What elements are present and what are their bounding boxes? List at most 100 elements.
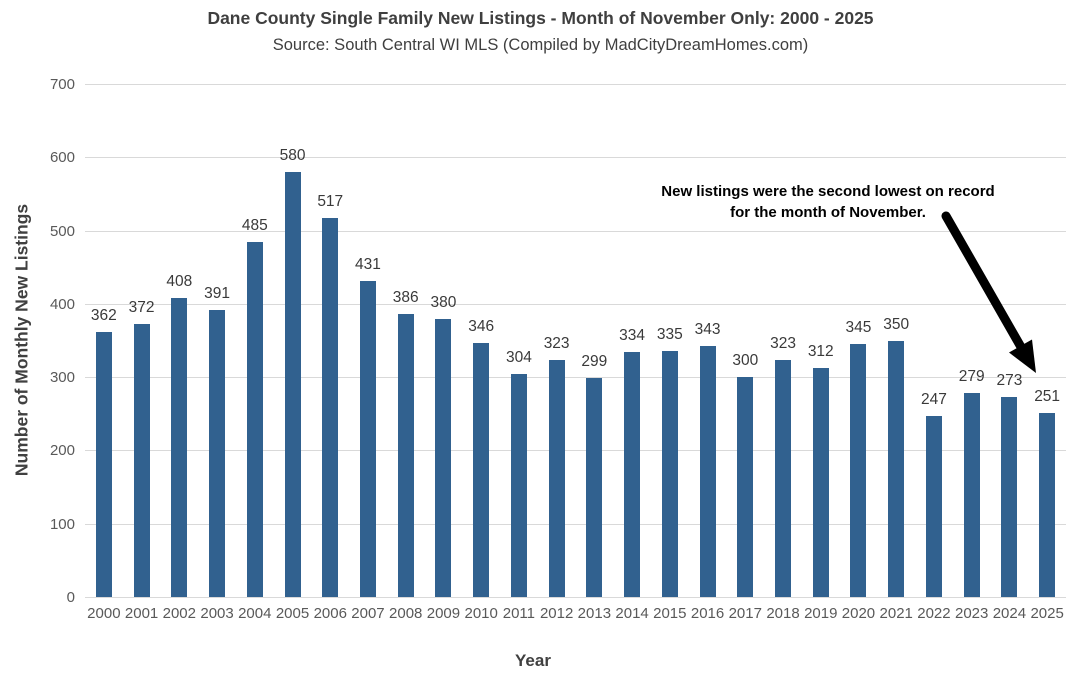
x-tick-2022: 2022 (917, 605, 951, 622)
chart-title: Dane County Single Family New Listings -… (207, 8, 874, 28)
bar-2012 (548, 360, 565, 597)
plot-area (85, 84, 1066, 598)
x-tick-2005: 2005 (275, 605, 310, 622)
data-label-2005: 580 (279, 146, 306, 164)
y-tick-700: 700 (49, 76, 75, 93)
bar-2007 (359, 281, 376, 597)
bar-2004 (246, 241, 263, 597)
data-label-2018: 323 (770, 335, 796, 353)
bar-2016 (699, 345, 716, 597)
gridline-200 (85, 450, 1066, 452)
data-label-2008: 386 (392, 289, 419, 307)
data-label-2007: 431 (355, 256, 381, 274)
x-tick-2000: 2000 (87, 605, 121, 622)
data-label-2001: 372 (128, 299, 155, 317)
x-tick-2015: 2015 (653, 605, 687, 622)
data-label-2023: 279 (958, 367, 985, 385)
x-tick-2001: 2001 (124, 605, 159, 622)
gridline-0 (85, 597, 1066, 598)
gridline-700 (85, 84, 1066, 85)
data-label-2012: 323 (543, 335, 570, 353)
x-tick-2002: 2002 (162, 605, 196, 622)
y-axis-title: Number of Monthly New Listings (11, 203, 32, 477)
gridline-100 (85, 523, 1066, 525)
data-label-2002: 408 (166, 272, 193, 290)
bar-2015 (661, 351, 678, 597)
gridline-600 (85, 157, 1066, 159)
data-label-2004: 485 (241, 216, 268, 234)
bar-2024 (1001, 396, 1018, 597)
x-tick-2006: 2006 (313, 605, 347, 622)
x-tick-2018: 2018 (766, 605, 800, 622)
data-label-2020: 345 (845, 319, 872, 337)
x-tick-2016: 2016 (690, 605, 725, 622)
chart-subtitle: Source: South Central WI MLS (Compiled b… (272, 36, 809, 54)
data-label-2025: 251 (1034, 388, 1061, 406)
bar-2000 (95, 331, 112, 597)
x-tick-2004: 2004 (238, 605, 272, 622)
x-tick-2023: 2023 (954, 605, 989, 622)
bar-2011 (510, 374, 527, 597)
gridline-300 (85, 377, 1066, 379)
data-label-2024: 273 (996, 371, 1023, 389)
y-tick-0: 0 (66, 589, 75, 606)
bar-2013 (586, 377, 603, 597)
y-tick-200: 200 (49, 442, 75, 460)
x-tick-2014: 2014 (615, 605, 649, 622)
bar-2022 (925, 415, 942, 597)
data-label-2017: 300 (732, 352, 759, 370)
x-tick-2020: 2020 (841, 605, 876, 622)
data-label-2010: 346 (468, 318, 495, 336)
gridline-400 (85, 303, 1066, 305)
data-label-2011: 304 (505, 349, 532, 367)
data-label-2013: 299 (581, 352, 608, 370)
y-tick-600: 600 (49, 149, 75, 167)
x-tick-2017: 2017 (728, 605, 762, 622)
bar-2008 (397, 314, 414, 597)
data-label-2019: 312 (807, 343, 834, 361)
data-label-2003: 391 (204, 285, 230, 303)
bar-2014 (624, 352, 641, 597)
x-axis-title: Year (515, 651, 551, 670)
bar-2009 (435, 318, 452, 597)
y-tick-500: 500 (49, 222, 75, 240)
x-tick-2011: 2011 (502, 605, 536, 622)
bar-2010 (473, 343, 490, 597)
annotation-line-2: for the month of November. (730, 204, 926, 221)
gridline-500 (85, 230, 1066, 232)
bar-2003 (209, 310, 226, 597)
bar-2002 (171, 297, 188, 597)
x-tick-2010: 2010 (464, 605, 498, 622)
data-label-2009: 380 (430, 293, 457, 311)
x-tick-2019: 2019 (804, 605, 838, 622)
bar-2001 (133, 324, 150, 597)
x-tick-2008: 2008 (389, 605, 423, 622)
bar-2021 (888, 340, 905, 597)
data-label-2021: 350 (883, 315, 910, 333)
x-tick-2012: 2012 (539, 605, 574, 622)
bar-2020 (850, 344, 867, 597)
data-label-2014: 334 (619, 327, 646, 345)
x-tick-2003: 2003 (200, 605, 234, 622)
bar-2005 (284, 171, 301, 597)
y-tick-400: 400 (49, 295, 75, 313)
annotation-text: New listings were the second lowest on r… (628, 181, 1028, 223)
bar-2017 (737, 377, 754, 597)
y-tick-100: 100 (49, 515, 75, 533)
x-tick-2007: 2007 (351, 605, 385, 622)
y-tick-300: 300 (49, 369, 75, 387)
x-tick-2009: 2009 (426, 605, 461, 622)
data-label-2015: 335 (656, 326, 683, 344)
x-tick-2021: 2021 (879, 605, 913, 622)
data-label-2016: 343 (694, 320, 721, 338)
annotation-line-1: New listings were the second lowest on r… (661, 183, 995, 200)
data-label-2000: 362 (90, 306, 117, 324)
bar-2018 (775, 360, 792, 597)
bar-2023 (963, 392, 980, 597)
bar-2019 (812, 368, 829, 597)
x-tick-2024: 2024 (992, 605, 1027, 622)
x-tick-2013: 2013 (577, 605, 612, 622)
data-label-2022: 247 (921, 390, 947, 408)
data-label-2006: 517 (317, 193, 344, 211)
